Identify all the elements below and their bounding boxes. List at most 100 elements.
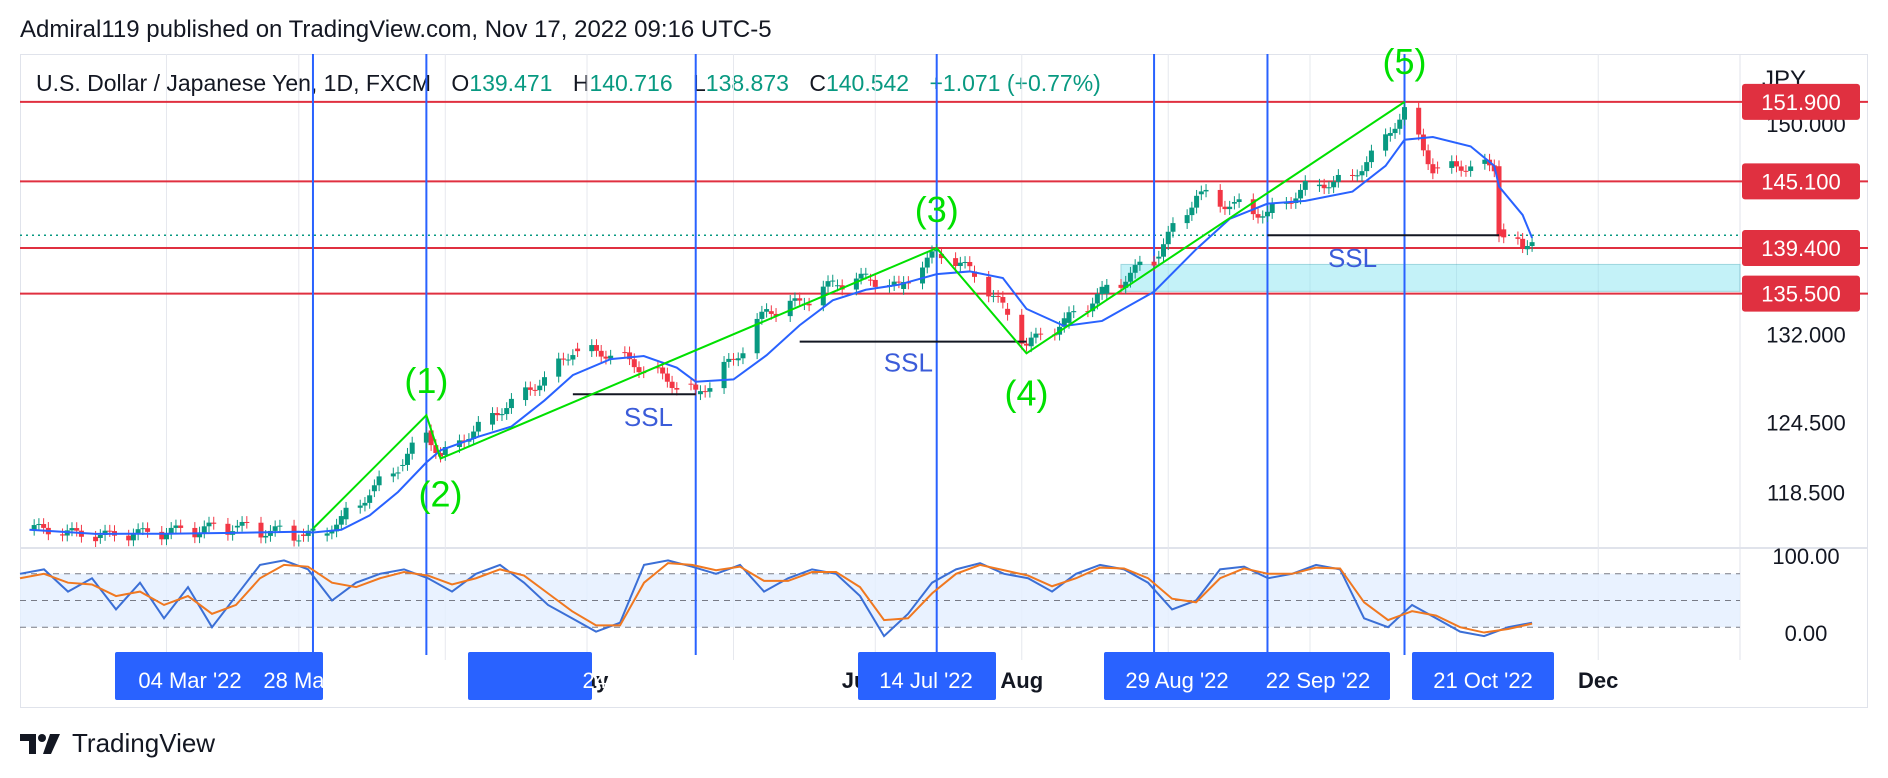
- low-value: 138.873: [705, 70, 789, 96]
- candle-body: [608, 355, 614, 359]
- candle-body: [896, 281, 902, 283]
- candle-body: [565, 359, 571, 361]
- price-axis-tick: 124.500: [1766, 410, 1846, 435]
- candle-body: [1156, 256, 1162, 259]
- candle-body: [107, 530, 113, 532]
- candle-body: [1430, 164, 1436, 174]
- candle-body: [726, 358, 732, 362]
- candle-body: [962, 261, 968, 263]
- wave-label: (3): [915, 189, 959, 230]
- candle-body: [475, 421, 481, 432]
- candle-body: [1137, 261, 1143, 266]
- stochastic-axis-tick: 0.00: [1785, 621, 1828, 646]
- candle-body: [433, 445, 439, 454]
- candle-body: [1189, 207, 1195, 216]
- candle-body: [1203, 189, 1209, 192]
- candle-body: [329, 531, 335, 534]
- wave-label: (2): [419, 473, 463, 514]
- candle-body: [168, 527, 174, 534]
- date-marker-tag: [468, 652, 592, 700]
- candle-body: [1000, 296, 1006, 303]
- price-level-tag: [1742, 275, 1860, 312]
- candle-body: [1231, 202, 1237, 204]
- candle-body: [1529, 242, 1535, 246]
- price-level-tag-text: 151.900: [1761, 90, 1841, 115]
- candle-body: [754, 318, 760, 354]
- moving-average-line: [29, 135, 1534, 535]
- candle-body: [735, 358, 741, 361]
- candle-body: [1515, 237, 1521, 239]
- candle-body: [367, 495, 373, 503]
- candle-body: [1326, 187, 1332, 189]
- candle-body: [1501, 229, 1507, 238]
- elliott-wave-line: [312, 101, 1406, 530]
- candle-body: [1368, 150, 1374, 163]
- price-level-tag: [1742, 230, 1860, 267]
- candle-body: [504, 408, 510, 415]
- candle-body: [773, 313, 779, 317]
- candle-body: [1321, 184, 1327, 189]
- candle-body: [986, 276, 992, 297]
- candle-body: [1269, 203, 1275, 213]
- brand: TradingView: [20, 728, 215, 759]
- candles: [31, 101, 1535, 548]
- candle-body: [494, 413, 500, 416]
- stochastic-d-line: [19, 562, 1533, 634]
- candle-body: [1260, 216, 1266, 218]
- candle-body: [556, 358, 562, 377]
- candle-body: [1094, 294, 1100, 304]
- close-label: C: [809, 70, 826, 96]
- candle-body: [135, 529, 141, 535]
- candle-body: [74, 528, 80, 531]
- date-marker-tag: [858, 652, 996, 700]
- candle-body: [834, 285, 840, 287]
- candle-body: [1496, 166, 1502, 237]
- candle-body: [60, 534, 66, 536]
- candle-body: [163, 533, 169, 540]
- candle-body: [400, 464, 406, 466]
- date-marker-tag-text: 22 Sep '22: [1266, 668, 1371, 693]
- candle-body: [1298, 189, 1304, 199]
- candle-body: [324, 533, 330, 536]
- candle-body: [357, 505, 363, 508]
- candle-body: [1033, 333, 1039, 338]
- candle-body: [1364, 162, 1370, 172]
- symbol-legend: U.S. Dollar / Japanese Yen, 1D, FXCM O13…: [36, 70, 1101, 97]
- candle-body: [1350, 174, 1356, 176]
- candle-body: [471, 431, 477, 439]
- candle-body: [211, 522, 217, 524]
- tradingview-logo-icon: [20, 733, 60, 754]
- candle-body: [490, 413, 496, 425]
- candle-body: [1397, 119, 1403, 129]
- candle-body: [1420, 134, 1426, 151]
- candle-body: [225, 523, 231, 535]
- symbol-name: U.S. Dollar / Japanese Yen, 1D, FXCM: [36, 70, 432, 96]
- candle-body: [1099, 286, 1105, 295]
- open-value: 139.471: [469, 70, 553, 96]
- candle-body: [1132, 265, 1138, 273]
- candle-body: [1127, 272, 1133, 282]
- price-level-tag-text: 135.500: [1761, 282, 1841, 307]
- candle-body: [589, 345, 595, 352]
- candle-body: [1354, 175, 1360, 177]
- candle-body: [442, 447, 448, 455]
- candle-body: [267, 530, 273, 536]
- candle-body: [244, 521, 250, 523]
- candle-body: [1458, 166, 1464, 171]
- candle-body: [1264, 211, 1270, 217]
- candle-body: [1170, 223, 1176, 232]
- candle-body: [924, 257, 930, 268]
- date-marker-tag: [1412, 652, 1554, 700]
- candle-body: [201, 526, 207, 533]
- candle-body: [1023, 343, 1029, 346]
- candle-body: [1061, 318, 1067, 327]
- candle-body: [102, 530, 108, 535]
- candle-body: [499, 414, 505, 416]
- candle-body: [1217, 189, 1223, 207]
- candle-body: [707, 388, 713, 392]
- candle-body: [31, 525, 37, 530]
- candle-body: [660, 367, 666, 374]
- candle-body: [1453, 161, 1459, 167]
- candle-body: [740, 353, 746, 359]
